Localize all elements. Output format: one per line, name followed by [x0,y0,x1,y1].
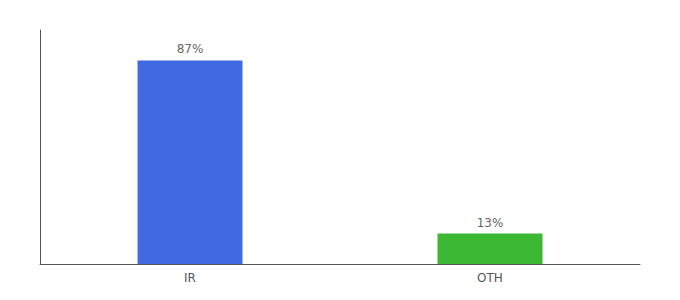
svg-text:87%: 87% [177,42,204,56]
svg-text:IR: IR [184,271,196,285]
svg-text:13%: 13% [477,216,504,230]
svg-text:OTH: OTH [477,271,503,285]
